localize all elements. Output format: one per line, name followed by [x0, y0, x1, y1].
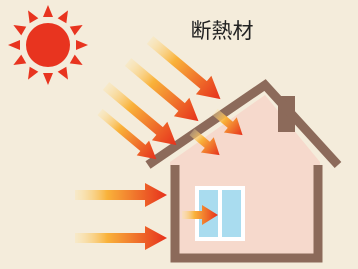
page: 断熱材 (() => { const data = JSON.parse(doc…	[0, 0, 358, 269]
insulation-label: 断熱材	[191, 19, 254, 43]
illustration: 断熱材	[0, 0, 358, 269]
